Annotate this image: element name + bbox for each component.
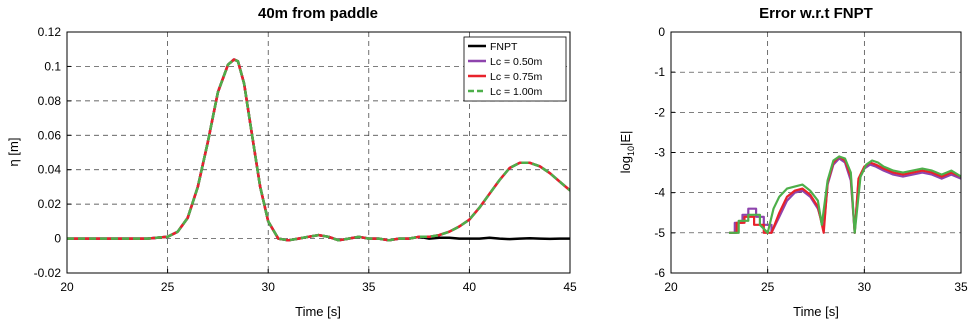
y-tick-label: 0.06 bbox=[38, 128, 62, 142]
error-y-axis-label: log10|E| bbox=[618, 131, 636, 174]
x-tick-label: 30 bbox=[858, 280, 872, 294]
y-tick-label: 0 bbox=[658, 25, 665, 39]
y-tick-label: 0 bbox=[54, 232, 61, 246]
x-tick-label: 20 bbox=[664, 280, 678, 294]
x-tick-label: 25 bbox=[761, 280, 775, 294]
x-tick-label: 35 bbox=[954, 280, 968, 294]
y-tick-label: -5 bbox=[654, 226, 665, 240]
legend-label-lc075: Lc = 0.75m bbox=[490, 71, 542, 83]
error-series-group bbox=[729, 155, 961, 234]
legend: FNPT Lc = 0.50m Lc = 0.75m Lc = 1.00m bbox=[463, 36, 567, 102]
y-tick-label: -0.02 bbox=[34, 266, 62, 280]
error-tick-labels: 20 25 30 35 -6 -5 -4 -3 -2 -1 0 bbox=[654, 25, 968, 294]
error-x-axis-label: Time [s] bbox=[793, 304, 839, 319]
elevation-grid bbox=[66, 31, 571, 274]
error-grid bbox=[670, 31, 962, 274]
elevation-chart-title: 40m from paddle bbox=[258, 5, 378, 22]
x-tick-label: 25 bbox=[161, 280, 175, 294]
y-tick-label: 0.08 bbox=[38, 94, 62, 108]
legend-label-lc100: Lc = 1.00m bbox=[490, 86, 542, 98]
error-chart: Error w.r.t FNPT 20 25 30 35 -6 -5 -4 -3 -2 -1 0 T… bbox=[618, 5, 968, 319]
elevation-tick-labels: 20 25 30 35 40 45 -0.02 0 0.02 0.04 0.06 0.08 0.1 0.1… bbox=[34, 25, 577, 294]
y-tick-label: -3 bbox=[654, 146, 665, 160]
x-tick-label: 40 bbox=[463, 280, 477, 294]
y-tick-label: -4 bbox=[654, 186, 665, 200]
elevation-chart: 40m from paddle 20 25 30 35 40 45 -0.02 0 0.02 0.… bbox=[6, 5, 577, 319]
series-line-1-2 bbox=[729, 155, 961, 234]
y-tick-label: -1 bbox=[654, 65, 665, 79]
error-axes-box bbox=[670, 31, 962, 274]
x-tick-label: 45 bbox=[563, 280, 577, 294]
legend-label-lc050: Lc = 0.50m bbox=[490, 56, 542, 68]
y-tick-label: 0.02 bbox=[38, 197, 62, 211]
error-y-label-abs: |E| bbox=[618, 131, 633, 146]
x-tick-label: 35 bbox=[362, 280, 376, 294]
error-chart-title: Error w.r.t FNPT bbox=[759, 5, 873, 22]
error-y-label-log: log bbox=[618, 156, 633, 173]
y-tick-label: 0.12 bbox=[38, 25, 62, 39]
elevation-x-axis-label: Time [s] bbox=[295, 304, 341, 319]
y-tick-label: 0.1 bbox=[44, 59, 61, 73]
series-line-0-3 bbox=[67, 58, 570, 242]
elevation-axes-box bbox=[66, 31, 571, 274]
y-tick-label: 0.04 bbox=[38, 163, 62, 177]
y-tick-label: -2 bbox=[654, 105, 665, 119]
y-tick-label: -6 bbox=[654, 266, 665, 280]
elevation-y-axis-label: η [m] bbox=[6, 138, 21, 167]
error-y-label-base: 10 bbox=[626, 146, 636, 156]
elevation-series-group bbox=[67, 58, 570, 242]
x-tick-label: 20 bbox=[60, 280, 74, 294]
x-tick-label: 30 bbox=[262, 280, 276, 294]
legend-label-fnpt: FNPT bbox=[490, 41, 518, 53]
